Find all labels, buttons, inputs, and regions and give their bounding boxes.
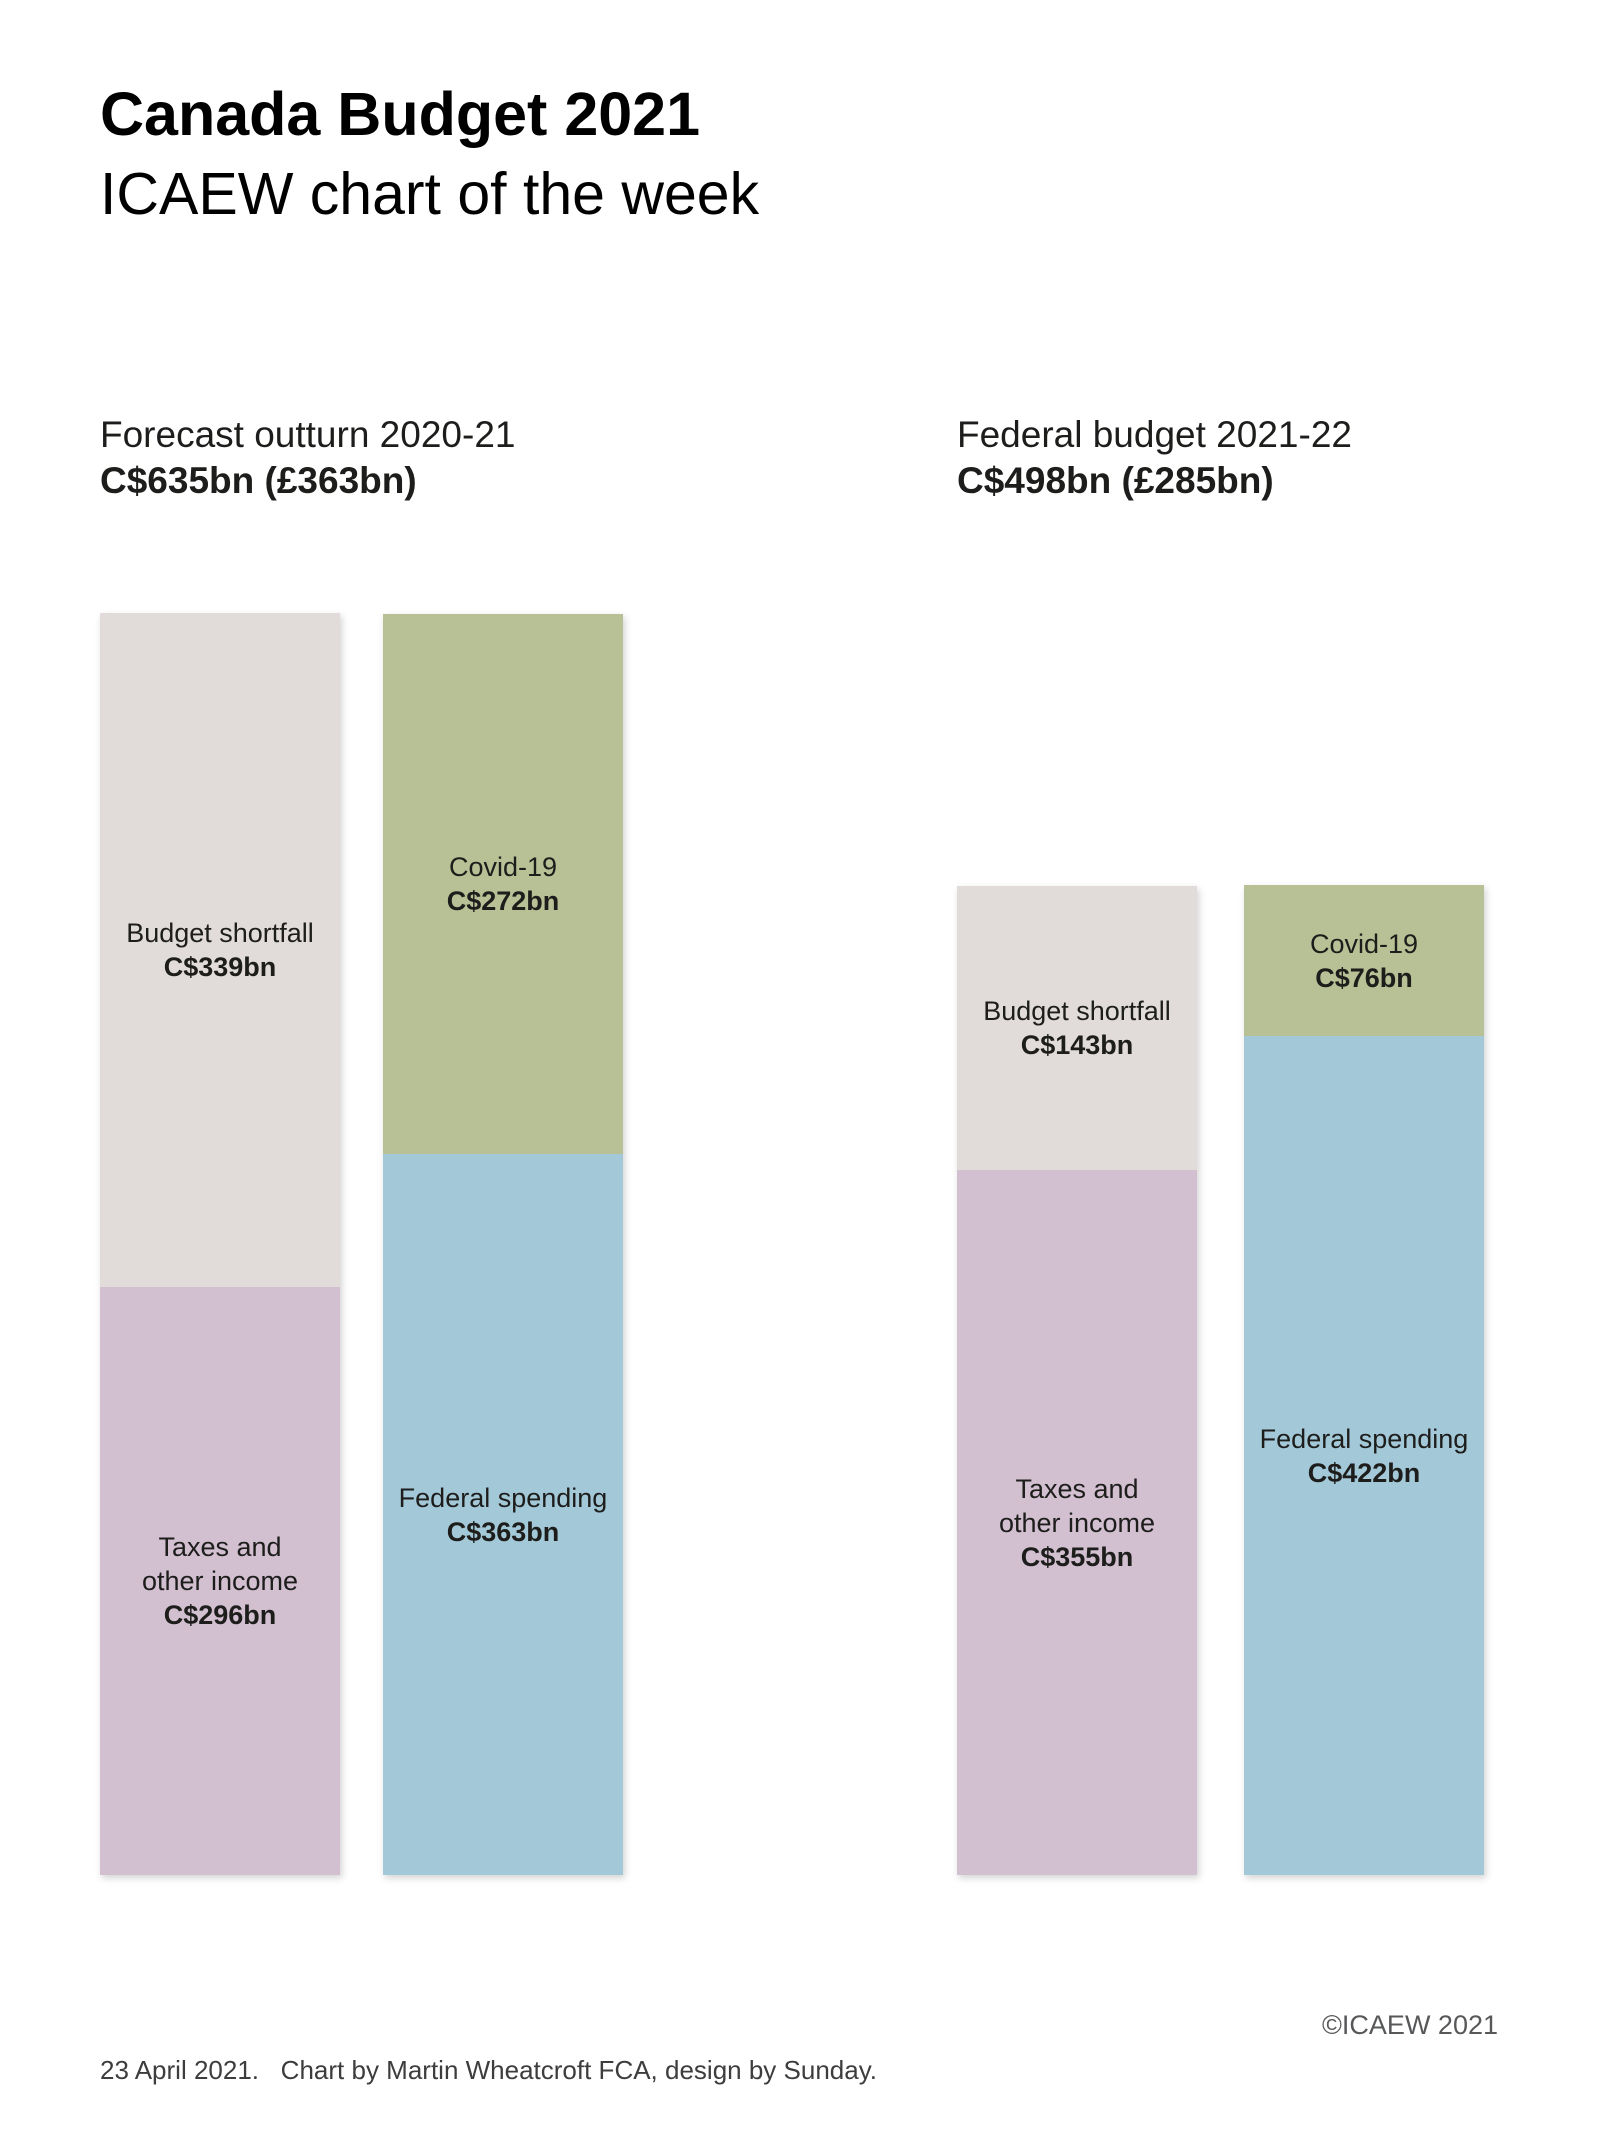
page-title: Canada Budget 2021: [100, 80, 701, 148]
bar-forecast-outturn-2020-21-spending-bar: Covid-19 C$272bn Federal spending C$363bn: [383, 614, 623, 1875]
segment-value-federal-spending: C$422bn: [1307, 1457, 1421, 1488]
chart-total: C$498bn (£285bn): [957, 460, 1274, 501]
segment-label-budget-shortfall: Budget shortfall C$143bn: [983, 996, 1171, 1060]
chart-total: C$635bn (£363bn): [100, 460, 417, 501]
segment-budget-shortfall: Budget shortfall C$339bn: [100, 613, 340, 1287]
segment-taxes-and-other-income: Taxes and other income C$296bn: [100, 1287, 340, 1875]
segment-value-budget-shortfall: C$339bn: [163, 952, 277, 982]
segment-label-budget-shortfall: Budget shortfall C$339bn: [126, 918, 314, 982]
segment-value-covid-19: C$272bn: [446, 886, 560, 916]
chart-heading-right: Federal budget 2021-22 C$498bn (£285bn): [957, 412, 1352, 504]
segment-value-covid-19: C$76bn: [1315, 962, 1413, 993]
segment-value-federal-spending: C$363bn: [446, 1516, 560, 1547]
segment-taxes-and-other-income: Taxes and other income C$355bn: [957, 1170, 1197, 1875]
segment-label-federal-spending: Federal spending C$422bn: [1259, 1423, 1469, 1488]
segment-label-covid-19: Covid-19 C$76bn: [1309, 928, 1419, 993]
footer-credit: 23 April 2021. Chart by Martin Wheatcrof…: [100, 2055, 878, 2085]
footer: 23 April 2021. Chart by Martin Wheatcrof…: [100, 1978, 877, 2133]
chart-heading-left: Forecast outturn 2020-21 C$635bn (£363bn…: [100, 412, 515, 504]
segment-covid-19: Covid-19 C$76bn: [1244, 885, 1484, 1036]
segment-label-taxes-and-other-income: Taxes and other income C$296bn: [141, 1532, 299, 1630]
segment-value-taxes-and-other-income: C$296bn: [163, 1600, 277, 1630]
segment-value-taxes-and-other-income: C$355bn: [1020, 1541, 1134, 1572]
chart-title: Federal budget 2021-22: [957, 414, 1352, 455]
segment-label-federal-spending: Federal spending C$363bn: [398, 1482, 608, 1547]
segment-label-taxes-and-other-income: Taxes and other income C$355bn: [998, 1473, 1156, 1572]
segment-covid-19: Covid-19 C$272bn: [383, 614, 623, 1154]
header: Canada Budget 2021 ICAEW chart of the we…: [100, 74, 759, 234]
segment-budget-shortfall: Budget shortfall C$143bn: [957, 886, 1197, 1170]
segment-federal-spending: Federal spending C$363bn: [383, 1154, 623, 1875]
chart-title: Forecast outturn 2020-21: [100, 414, 516, 455]
bar-federal-budget-2021-22-spending-bar: Covid-19 C$76bn Federal spending C$422bn: [1244, 885, 1484, 1875]
copyright: ©ICAEW 2021: [1322, 2010, 1498, 2040]
bar-federal-budget-2021-22-income-bar: Budget shortfall C$143bn Taxes and other in…: [957, 886, 1197, 1875]
segment-value-budget-shortfall: C$143bn: [1020, 1030, 1134, 1060]
bar-forecast-outturn-2020-21-income-bar: Budget shortfall C$339bn Taxes and other in…: [100, 613, 340, 1875]
segment-federal-spending: Federal spending C$422bn: [1244, 1036, 1484, 1875]
page-subtitle: ICAEW chart of the week: [100, 161, 760, 227]
segment-label-covid-19: Covid-19 C$272bn: [446, 852, 560, 916]
